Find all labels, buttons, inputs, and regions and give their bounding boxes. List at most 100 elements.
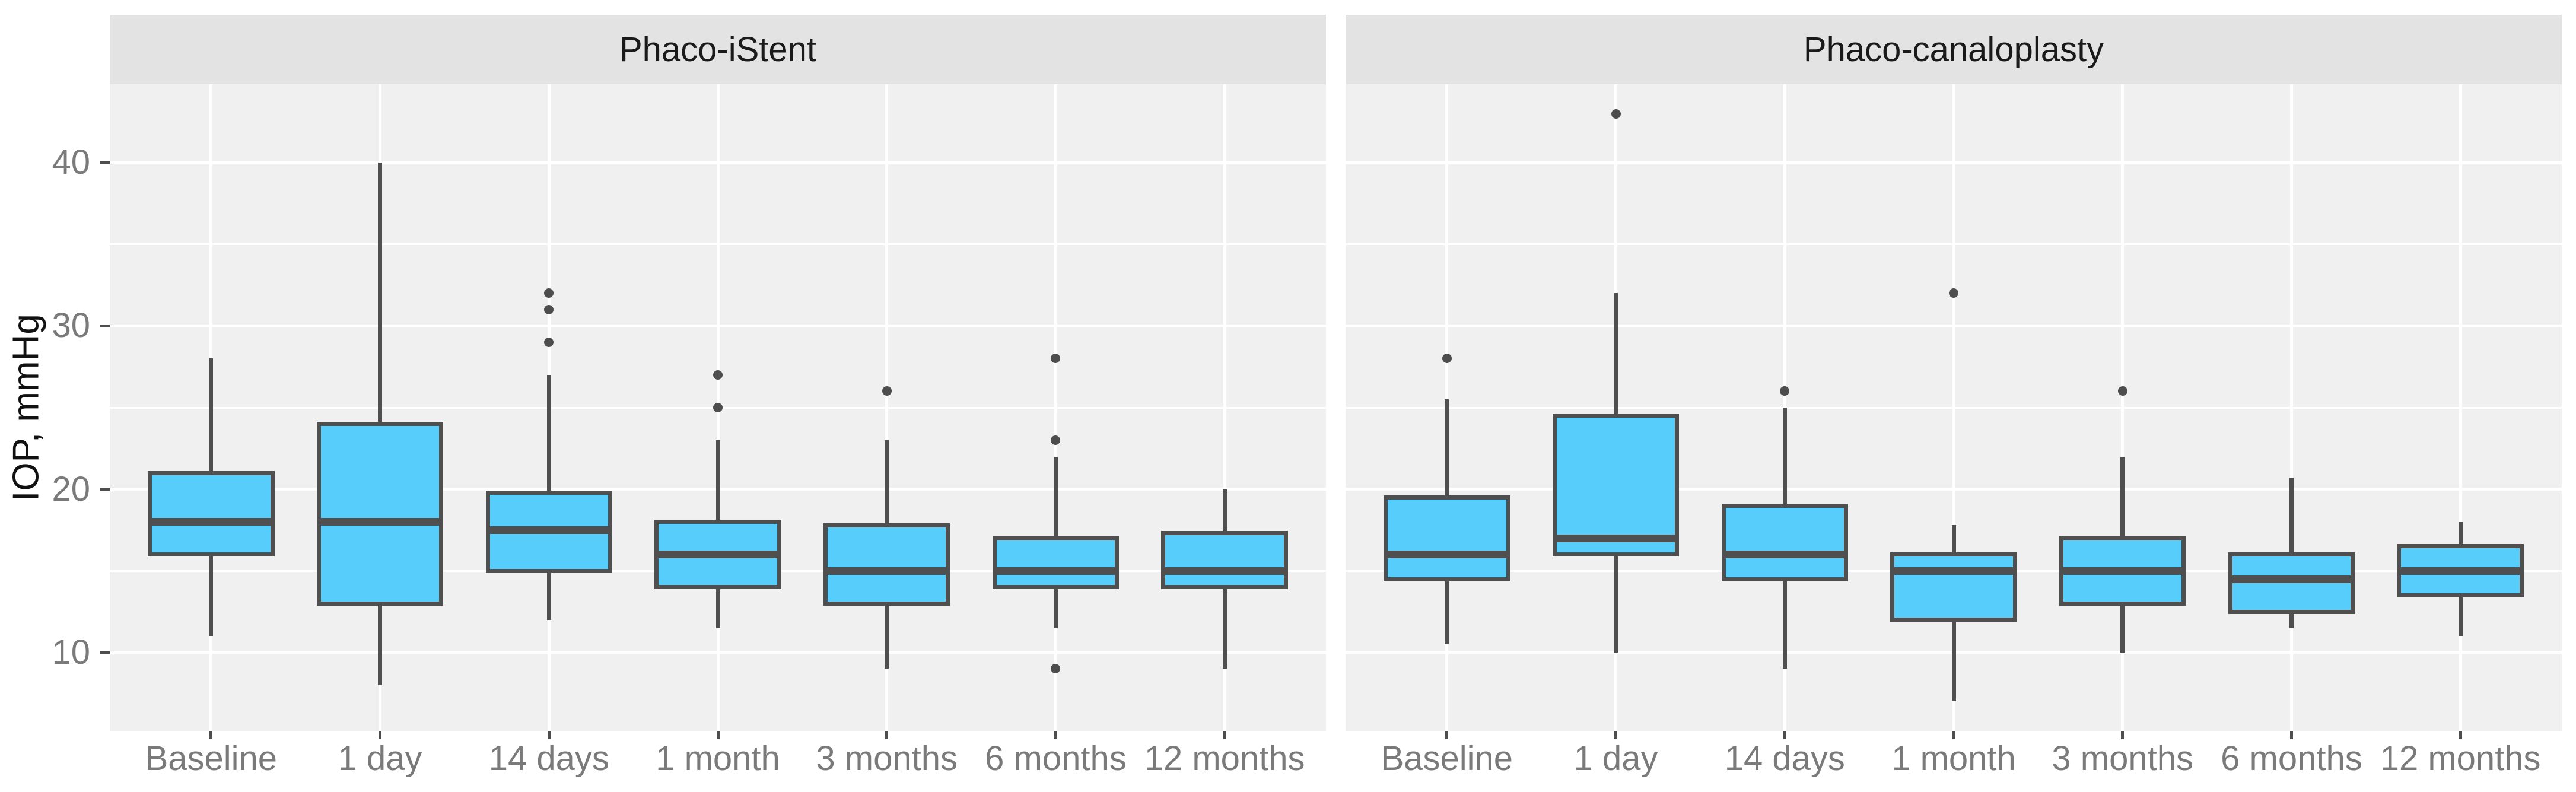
median-line (1552, 534, 1680, 542)
x-tick-mark (1614, 731, 1618, 739)
outlier-point (544, 304, 554, 314)
x-tick-label: 6 months (2221, 739, 2362, 778)
upper-whisker (209, 358, 214, 473)
upper-whisker (2289, 478, 2294, 555)
lower-whisker (2120, 603, 2125, 653)
outlier-point (882, 386, 892, 396)
median-line (485, 526, 613, 534)
upper-whisker (1053, 456, 1058, 539)
outlier-point (544, 288, 554, 298)
x-tick-mark (2459, 731, 2462, 739)
y-tick-label: 20 (52, 469, 90, 508)
facet-strip: Phaco-iStent (110, 15, 1326, 84)
median-line (823, 567, 950, 575)
lower-whisker (1951, 619, 1956, 702)
median-line (2397, 567, 2524, 575)
lower-whisker (885, 603, 889, 669)
category-gridline (1952, 84, 1955, 731)
x-tick-label: Baseline (1381, 739, 1513, 778)
x-tick-mark (209, 731, 213, 739)
median-line (1890, 567, 2017, 575)
box (2228, 552, 2355, 614)
x-tick-mark (2121, 731, 2125, 739)
upper-whisker (2120, 456, 2125, 539)
facet-strip-label: Phaco-canaloplasty (1803, 30, 2104, 69)
upper-whisker (1614, 293, 1618, 416)
upper-whisker (1445, 399, 1449, 498)
x-tick-mark (547, 731, 551, 739)
upper-whisker (2458, 521, 2463, 546)
median-line (1384, 551, 1510, 559)
y-tick-mark (100, 161, 110, 164)
outlier-point (1780, 386, 1790, 396)
outlier-point (1442, 354, 1452, 364)
upper-whisker (715, 440, 720, 522)
x-tick-label: 1 month (1891, 739, 2016, 778)
x-tick-label: 6 months (985, 739, 1127, 778)
box (1890, 552, 2017, 622)
x-tick-label: 1 month (656, 739, 780, 778)
x-tick-mark (1952, 731, 1955, 739)
upper-whisker (546, 374, 551, 493)
outlier-point (1051, 664, 1061, 674)
x-tick-label: 12 months (2380, 739, 2541, 778)
lower-whisker (1782, 579, 1787, 669)
lower-whisker (546, 571, 551, 620)
box (148, 470, 275, 557)
category-gridline (2459, 84, 2462, 731)
x-tick-mark (1783, 731, 1786, 739)
lower-whisker (715, 587, 720, 628)
lower-whisker (1614, 554, 1618, 653)
lower-whisker (1222, 587, 1227, 669)
box (823, 523, 950, 606)
outlier-point (2117, 386, 2127, 396)
outlier-point (544, 337, 554, 347)
box (1161, 531, 1288, 590)
lower-whisker (209, 554, 214, 637)
category-gridline (885, 84, 889, 731)
x-tick-mark (716, 731, 720, 739)
category-gridline (2289, 84, 2293, 731)
category-gridline (1054, 84, 1057, 731)
median-line (992, 567, 1120, 575)
x-tick-mark (1054, 731, 1057, 739)
median-line (148, 518, 275, 526)
box (1384, 495, 1510, 581)
x-tick-mark (1445, 731, 1449, 739)
category-gridline (1223, 84, 1226, 731)
upper-whisker (378, 163, 383, 424)
lower-whisker (1053, 587, 1058, 628)
outlier-point (1611, 109, 1621, 119)
x-tick-label: 14 days (488, 739, 609, 778)
median-line (654, 551, 781, 559)
lower-whisker (2289, 612, 2294, 628)
box (1721, 503, 1849, 581)
lower-whisker (2458, 595, 2463, 637)
outlier-point (713, 403, 723, 412)
outlier-point (1949, 288, 1958, 298)
upper-whisker (885, 440, 889, 526)
x-tick-label: Baseline (145, 739, 278, 778)
median-line (316, 518, 444, 526)
median-line (1161, 567, 1288, 575)
x-tick-label: 12 months (1144, 739, 1305, 778)
x-tick-label: 1 day (338, 739, 422, 778)
x-tick-mark (379, 731, 382, 739)
y-tick-mark (100, 324, 110, 327)
median-line (2228, 575, 2355, 583)
median-line (2059, 567, 2186, 575)
y-tick-label: 40 (52, 143, 90, 182)
upper-whisker (1782, 408, 1787, 506)
lower-whisker (378, 603, 383, 685)
box (316, 422, 444, 606)
y-tick-label: 30 (52, 306, 90, 345)
x-tick-label: 3 months (816, 739, 958, 778)
y-tick-label: 10 (52, 632, 90, 672)
box (992, 536, 1120, 590)
x-tick-mark (2289, 731, 2293, 739)
x-tick-mark (885, 731, 889, 739)
facet-strip: Phaco-canaloplasty (1346, 15, 2562, 84)
median-line (1721, 551, 1849, 559)
